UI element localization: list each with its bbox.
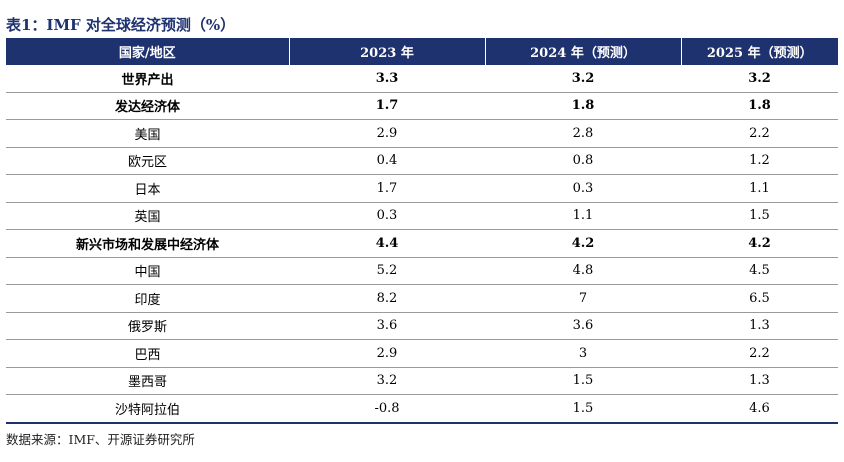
- value-2025-cell: 4.2: [681, 229, 838, 258]
- row-name-cell: 印度: [6, 284, 289, 313]
- value-2023-cell: 3.3: [289, 65, 485, 93]
- value-2023-cell: 3.6: [289, 312, 485, 340]
- forecast-table: 国家/地区 2023 年 2024 年（预测） 2025 年（预测） 世界产出 3…: [6, 38, 838, 424]
- row-name-cell: 新兴市场和发展中经济体: [6, 229, 289, 258]
- table-row: 发达经济体 1.7 1.8 1.8: [6, 92, 838, 120]
- value-2025-cell: 2.2: [681, 119, 838, 148]
- row-name-cell: 英国: [6, 202, 289, 230]
- header-2024: 2024 年（预测）: [485, 38, 682, 65]
- table-row: 印度 8.2 7 6.5: [6, 284, 838, 313]
- table-row: 世界产出 3.3 3.2 3.2: [6, 65, 838, 93]
- value-2025-cell: 4.6: [681, 394, 838, 424]
- value-2025-cell: 3.2: [681, 65, 838, 93]
- row-name-cell: 欧元区: [6, 147, 289, 175]
- value-2025-cell: 1.2: [681, 147, 838, 175]
- value-2025-cell: 1.3: [681, 367, 838, 395]
- value-2025-cell: 1.1: [681, 174, 838, 203]
- row-name-cell: 墨西哥: [6, 367, 289, 395]
- value-2024-cell: 1.5: [485, 394, 681, 424]
- row-name-cell: 美国: [6, 119, 289, 148]
- value-2024-cell: 0.8: [485, 147, 681, 175]
- table-body: 世界产出 3.3 3.2 3.2 发达经济体 1.7 1.8 1.8 美国 2.9 2.8 2.2 欧元…: [6, 65, 838, 424]
- table-row: 墨西哥 3.2 1.5 1.3: [6, 367, 838, 395]
- value-2024-cell: 3.2: [485, 65, 681, 93]
- row-name-cell: 世界产出: [6, 65, 289, 93]
- value-2023-cell: 0.4: [289, 147, 485, 175]
- table-header-row: 国家/地区 2023 年 2024 年（预测） 2025 年（预测）: [6, 38, 838, 65]
- value-2023-cell: 1.7: [289, 92, 485, 120]
- table-row: 沙特阿拉伯 -0.8 1.5 4.6: [6, 394, 838, 424]
- value-2024-cell: 3: [485, 339, 681, 368]
- table-row: 美国 2.9 2.8 2.2: [6, 119, 838, 148]
- value-2024-cell: 1.8: [485, 92, 681, 120]
- row-name-cell: 巴西: [6, 339, 289, 368]
- table-row: 日本 1.7 0.3 1.1: [6, 174, 838, 203]
- table-row: 欧元区 0.4 0.8 1.2: [6, 147, 838, 175]
- value-2024-cell: 0.3: [485, 174, 681, 203]
- table-row: 巴西 2.9 3 2.2: [6, 339, 838, 368]
- value-2023-cell: 0.3: [289, 202, 485, 230]
- value-2024-cell: 4.8: [485, 257, 681, 285]
- value-2025-cell: 2.2: [681, 339, 838, 368]
- value-2025-cell: 6.5: [681, 284, 838, 313]
- header-region: 国家/地区: [6, 38, 290, 65]
- header-2025: 2025 年（预测）: [681, 38, 838, 65]
- row-name-cell: 俄罗斯: [6, 312, 289, 340]
- value-2023-cell: 8.2: [289, 284, 485, 313]
- value-2024-cell: 2.8: [485, 119, 681, 148]
- value-2023-cell: 2.9: [289, 119, 485, 148]
- value-2024-cell: 7: [485, 284, 681, 313]
- value-2023-cell: 2.9: [289, 339, 485, 368]
- value-2025-cell: 1.3: [681, 312, 838, 340]
- value-2024-cell: 1.5: [485, 367, 681, 395]
- value-2023-cell: 5.2: [289, 257, 485, 285]
- table-row: 中国 5.2 4.8 4.5: [6, 257, 838, 285]
- row-name-cell: 中国: [6, 257, 289, 285]
- value-2023-cell: 1.7: [289, 174, 485, 203]
- value-2024-cell: 1.1: [485, 202, 681, 230]
- row-name-cell: 沙特阿拉伯: [6, 394, 289, 424]
- row-name-cell: 发达经济体: [6, 92, 289, 120]
- source-note: 数据来源：IMF、开源证券研究所: [6, 432, 195, 447]
- table-title: 表1：IMF 对全球经济预测（%）: [6, 16, 236, 34]
- value-2024-cell: 3.6: [485, 312, 681, 340]
- table-row: 英国 0.3 1.1 1.5: [6, 202, 838, 230]
- header-2023: 2023 年: [289, 38, 486, 65]
- row-name-cell: 日本: [6, 174, 289, 203]
- table-row: 新兴市场和发展中经济体 4.4 4.2 4.2: [6, 229, 838, 258]
- value-2023-cell: -0.8: [289, 394, 485, 424]
- table-row: 俄罗斯 3.6 3.6 1.3: [6, 312, 838, 340]
- value-2024-cell: 4.2: [485, 229, 681, 258]
- value-2025-cell: 1.5: [681, 202, 838, 230]
- value-2023-cell: 4.4: [289, 229, 485, 258]
- value-2025-cell: 4.5: [681, 257, 838, 285]
- value-2023-cell: 3.2: [289, 367, 485, 395]
- value-2025-cell: 1.8: [681, 92, 838, 120]
